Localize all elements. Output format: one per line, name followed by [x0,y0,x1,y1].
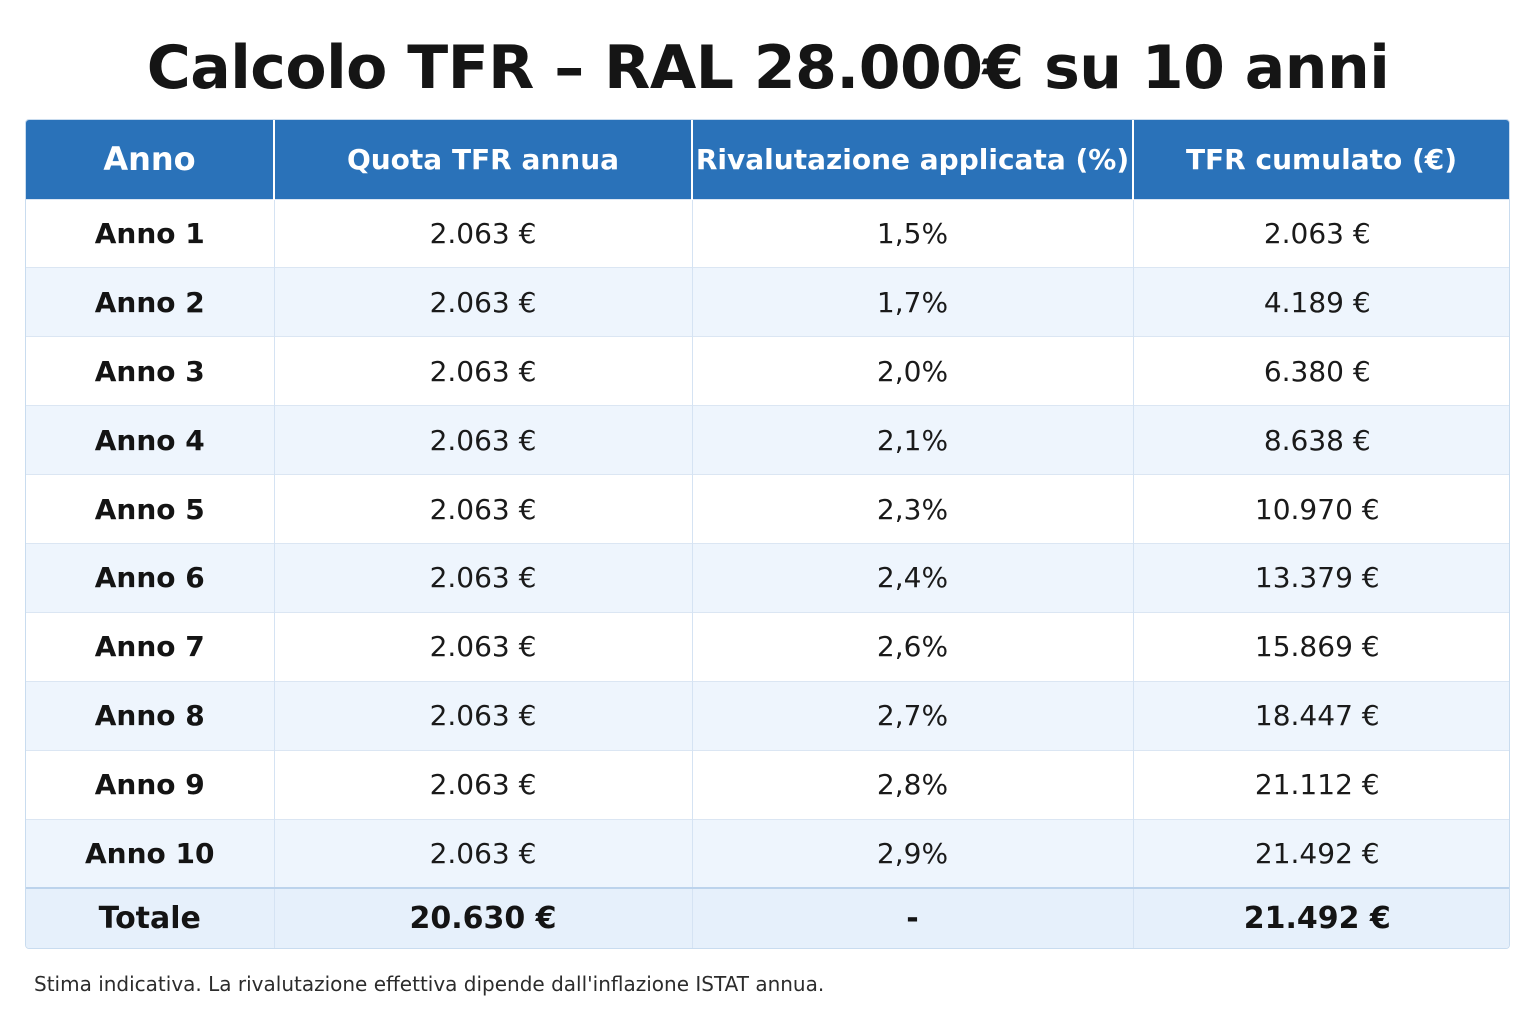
cell-rivalutazione: 1,5% [691,198,1133,268]
cell-tfr-cumulato: 4.189 € [1132,267,1509,337]
total-label: Totale [26,887,274,948]
cell-quota-tfr: 2.063 € [273,405,692,475]
header-quota-tfr: Quota TFR annua [273,120,692,199]
cell-quota-tfr: 2.063 € [273,611,692,682]
cell-rivalutazione: 2,9% [691,818,1133,888]
cell-anno: Anno 2 [26,267,274,337]
tfr-table-container: Anno Quota TFR annua Rivalutazione appli… [25,119,1510,949]
cell-anno: Anno 6 [26,542,274,613]
table-row: Anno 9 2.063 €2,8% 21.112 € [26,749,1509,820]
cell-anno: Anno 3 [26,336,274,406]
table-header: Anno Quota TFR annua Rivalutazione appli… [26,120,1509,199]
cell-tfr-cumulato: 6.380 € [1132,336,1509,406]
cell-anno: Anno 4 [26,405,274,475]
cell-tfr-cumulato: 2.063 € [1132,198,1509,268]
cell-quota-tfr: 2.063 € [273,474,692,544]
cell-tfr-cumulato: 15.869 € [1132,611,1509,682]
cell-rivalutazione: 2,1% [691,405,1133,475]
cell-tfr-cumulato: 10.970 € [1132,474,1509,544]
cell-anno: Anno 9 [26,749,274,820]
cell-quota-tfr: 2.063 € [273,818,692,888]
table-row: Anno 7 2.063 €2,6% 15.869 € [26,611,1509,682]
cell-tfr-cumulato: 21.112 € [1132,749,1509,820]
cell-anno: Anno 1 [26,198,274,268]
cell-quota-tfr: 2.063 € [273,336,692,406]
cell-quota-tfr: 2.063 € [273,198,692,268]
cell-tfr-cumulato: 13.379 € [1132,542,1509,613]
header-tfr-cumulato: TFR cumulato (€) [1132,120,1509,199]
cell-anno: Anno 7 [26,611,274,682]
page-title: Calcolo TFR – RAL 28.000€ su 10 anni [146,33,1390,103]
total-rivalutazione: - [691,887,1133,948]
cell-anno: Anno 10 [26,818,274,888]
total-cumulato: 21.492 € [1132,887,1509,948]
cell-tfr-cumulato: 8.638 € [1132,405,1509,475]
cell-rivalutazione: 2,8% [691,749,1133,820]
table-row: Anno 10 2.063 €2,9% 21.492 € [26,818,1509,888]
table-row: Anno 2 2.063 €1,7% 4.189 € [26,267,1509,337]
cell-quota-tfr: 2.063 € [273,542,692,613]
table-body: Anno 1 2.063 €1,5% 2.063 € Anno 2 2.063 €1,7… [26,198,1509,888]
cell-quota-tfr: 2.063 € [273,680,692,751]
table-row: Anno 1 2.063 €1,5% 2.063 € [26,198,1509,268]
cell-quota-tfr: 2.063 € [273,749,692,820]
cell-rivalutazione: 2,6% [691,611,1133,682]
footnote: Stima indicativa. La rivalutazione effet… [34,972,825,996]
cell-anno: Anno 8 [26,680,274,751]
table-footer: Totale 20.630 € - 21.492 € [26,887,1509,948]
cell-quota-tfr: 2.063 € [273,267,692,337]
cell-rivalutazione: 2,3% [691,474,1133,544]
tfr-table: Anno Quota TFR annua Rivalutazione appli… [26,120,1509,948]
table-row: Anno 6 2.063 €2,4% 13.379 € [26,542,1509,613]
cell-tfr-cumulato: 21.492 € [1132,818,1509,888]
total-quota: 20.630 € [273,887,692,948]
table-row: Anno 8 2.063 €2,7% 18.447 € [26,680,1509,751]
cell-rivalutazione: 2,7% [691,680,1133,751]
cell-anno: Anno 5 [26,474,274,544]
total-row: Totale 20.630 € - 21.492 € [26,887,1509,948]
header-row: Anno Quota TFR annua Rivalutazione appli… [26,120,1509,199]
header-anno: Anno [103,140,196,179]
table-row: Anno 3 2.063 €2,0% 6.380 € [26,336,1509,406]
table-row: Anno 4 2.063 €2,1% 8.638 € [26,405,1509,475]
cell-rivalutazione: 2,0% [691,336,1133,406]
cell-tfr-cumulato: 18.447 € [1132,680,1509,751]
cell-rivalutazione: 2,4% [691,542,1133,613]
header-rivalutazione: Rivalutazione applicata (%) [691,120,1133,199]
cell-rivalutazione: 1,7% [691,267,1133,337]
table-row: Anno 5 2.063 €2,3% 10.970 € [26,474,1509,544]
